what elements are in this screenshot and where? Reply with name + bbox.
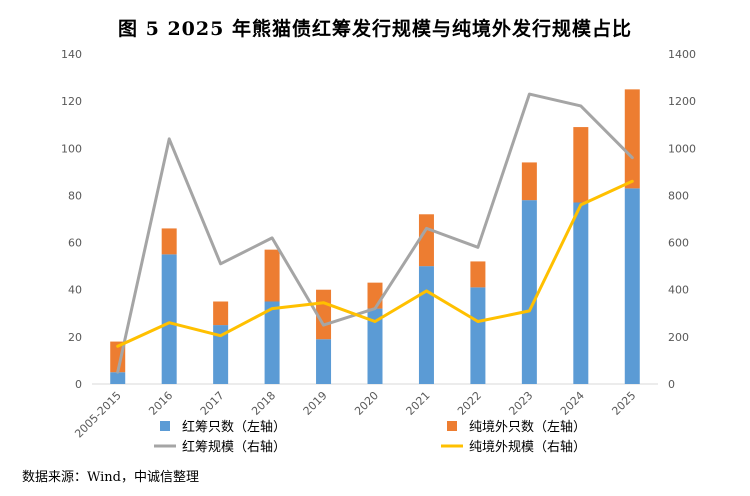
bar-hongchou-count: [418, 266, 434, 384]
y-left-tick-label: 20: [68, 331, 82, 344]
x-tick-label: 2025: [609, 389, 638, 418]
y-left-tick-label: 120: [61, 95, 82, 108]
bar-offshore-count: [521, 162, 537, 201]
bar-hongchou-count: [624, 188, 640, 384]
chart-title: 图 5 2025 年熊猫债红筹发行规模与纯境外发行规模占比: [118, 18, 632, 40]
x-tick-label: 2024: [558, 389, 587, 418]
bar-hongchou-count: [573, 202, 589, 384]
bar-offshore-count: [161, 228, 177, 255]
y-left-tick-label: 60: [68, 237, 82, 250]
bar-offshore-count: [367, 282, 383, 309]
legend-swatch: [160, 421, 170, 431]
y-left-tick-label: 80: [68, 189, 82, 202]
y-right-tick-label: 800: [668, 189, 689, 202]
y-left-tick-label: 140: [61, 48, 82, 61]
x-tick-label: 2021: [404, 389, 433, 418]
y-right-tick-label: 0: [668, 378, 675, 391]
bar-offshore-count: [624, 89, 640, 189]
bars-layer: [110, 89, 640, 384]
legend-label: 红筹只数（左轴）: [182, 419, 286, 435]
x-tick-label: 2022: [455, 389, 484, 418]
x-tick-label: 2020: [352, 389, 381, 418]
x-tick-label: 2005-2015: [72, 389, 124, 441]
bar-hongchou-count: [213, 325, 229, 384]
x-tick-label: 2017: [198, 389, 227, 418]
legend-label: 纯境外规模（右轴）: [469, 440, 586, 455]
source-note: 数据来源：Wind，中诚信整理: [22, 470, 199, 485]
line-hongchou-scale: [116, 92, 634, 374]
legend-label: 红筹规模（右轴）: [182, 439, 286, 455]
bar-hongchou-count: [521, 200, 537, 384]
y-right-tick-label: 1400: [668, 48, 696, 61]
lines-layer: [116, 92, 634, 374]
y-right-tick-label: 200: [668, 331, 689, 344]
legend-layer: 红筹只数（左轴） 纯境外只数（左轴） 红筹规模（右轴） 纯境外规模（右轴）: [154, 419, 586, 455]
x-tick-label: 2023: [506, 389, 535, 418]
line-offshore-scale: [116, 179, 634, 348]
bar-hongchou-count: [264, 301, 280, 384]
bar-offshore-count: [213, 301, 229, 326]
y-right-tick-label: 1000: [668, 142, 696, 155]
y-left-tick-label: 0: [75, 378, 82, 391]
bar-hongchou-count: [161, 254, 177, 384]
bar-hongchou-count: [110, 372, 126, 384]
y-left-tick-label: 100: [61, 142, 82, 155]
x-tick-label: 2019: [301, 389, 330, 418]
bar-hongchou-count: [470, 287, 486, 384]
x-tick-label: 2018: [249, 389, 278, 418]
bar-offshore-count: [470, 261, 486, 288]
bar-offshore-count: [418, 214, 434, 267]
y-right-tick-label: 1200: [668, 95, 696, 108]
legend-swatch: [447, 421, 457, 431]
legend-label: 纯境外只数（左轴）: [469, 420, 586, 435]
bar-hongchou-count: [367, 308, 383, 384]
x-tick-label: 2016: [146, 389, 175, 418]
y-right-tick-label: 400: [668, 284, 689, 297]
bar-offshore-count: [264, 249, 280, 302]
bar-offshore-count: [573, 127, 589, 203]
y-left-tick-label: 40: [68, 284, 82, 297]
bar-hongchou-count: [316, 339, 332, 384]
y-right-tick-label: 600: [668, 237, 689, 250]
